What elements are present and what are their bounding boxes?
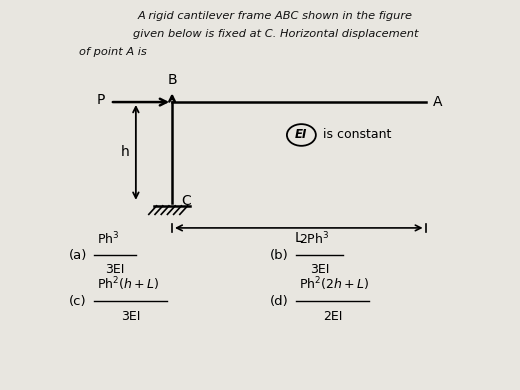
Text: C: C xyxy=(181,194,191,208)
Text: of point A is: of point A is xyxy=(79,47,147,57)
Text: (a): (a) xyxy=(69,248,87,262)
Text: $\mathrm{Ph}^2(2h+L)$: $\mathrm{Ph}^2(2h+L)$ xyxy=(299,276,369,293)
Text: $\mathrm{2Ph}^3$: $\mathrm{2Ph}^3$ xyxy=(299,230,329,247)
Text: (b): (b) xyxy=(270,248,289,262)
Text: 3EI: 3EI xyxy=(121,310,140,323)
Text: (d): (d) xyxy=(270,295,289,308)
Text: 3EI: 3EI xyxy=(106,263,125,276)
Text: 3EI: 3EI xyxy=(310,263,329,276)
Text: EI: EI xyxy=(295,128,307,142)
Text: (c): (c) xyxy=(69,295,86,308)
Text: $\mathrm{Ph}^2(h+L)$: $\mathrm{Ph}^2(h+L)$ xyxy=(97,276,160,293)
Text: h: h xyxy=(121,145,129,160)
Text: A rigid cantilever frame ABC shown in the figure: A rigid cantilever frame ABC shown in th… xyxy=(138,11,413,21)
Text: $\mathrm{Ph}^3$: $\mathrm{Ph}^3$ xyxy=(97,230,120,247)
Text: L: L xyxy=(295,230,303,245)
Text: P: P xyxy=(96,93,105,107)
Text: A: A xyxy=(433,95,443,109)
Text: given below is fixed at C. Horizontal displacement: given below is fixed at C. Horizontal di… xyxy=(133,29,418,39)
Text: B: B xyxy=(167,73,177,87)
Text: is constant: is constant xyxy=(319,128,392,142)
Text: 2EI: 2EI xyxy=(323,310,342,323)
